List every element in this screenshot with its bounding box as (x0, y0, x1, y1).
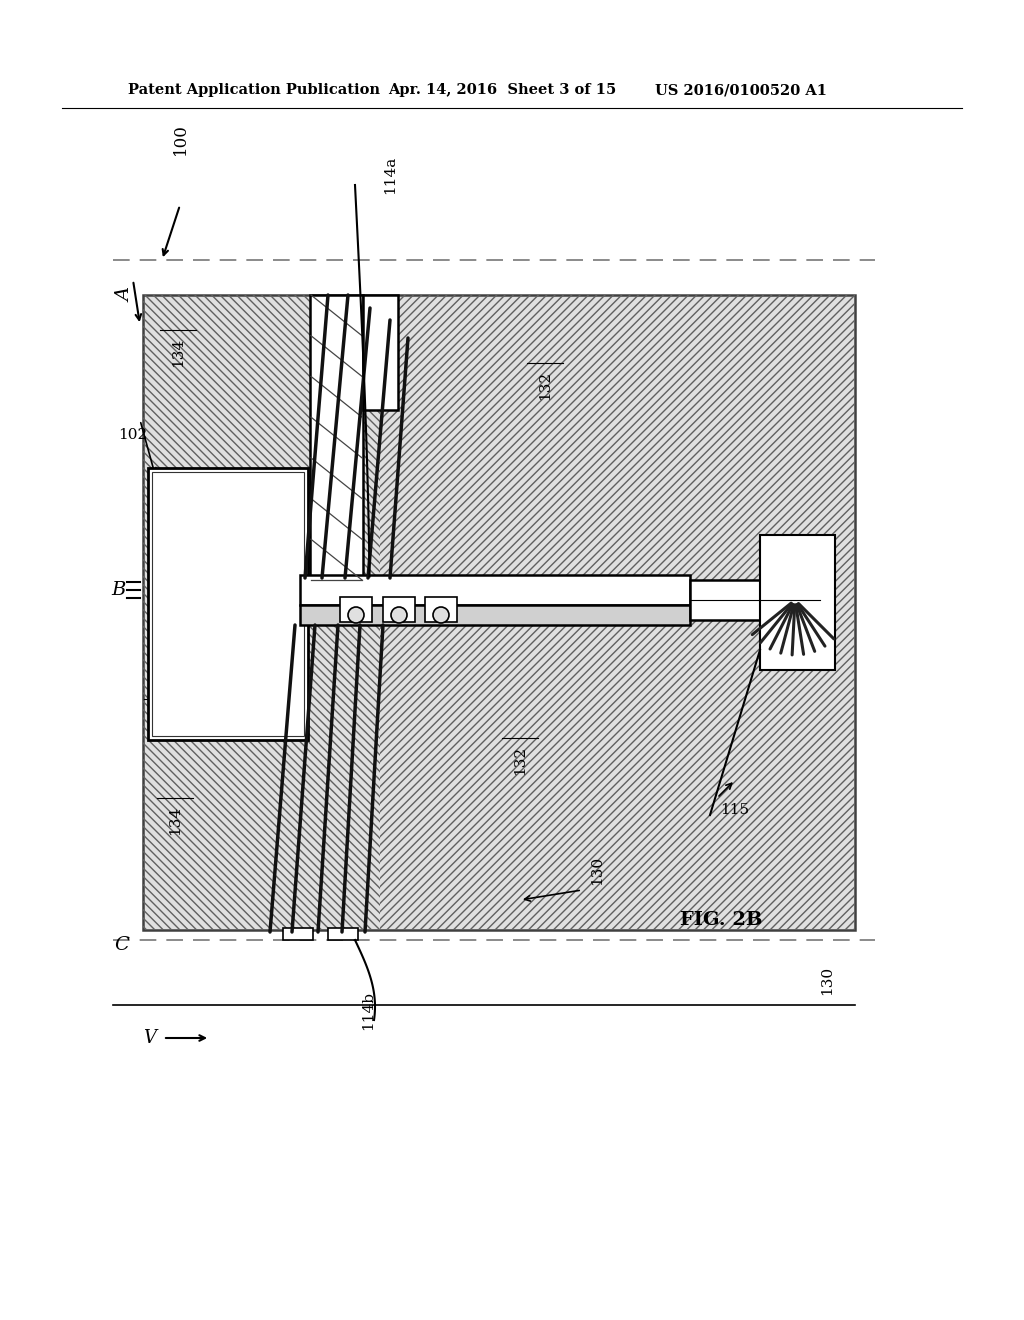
Bar (340, 597, 372, 622)
Bar (283, 928, 313, 940)
Text: 114a: 114a (383, 156, 397, 194)
Text: C: C (115, 936, 129, 954)
Text: 102: 102 (118, 428, 147, 442)
Text: 114b: 114b (361, 990, 375, 1030)
Bar (760, 535, 835, 671)
Bar (328, 928, 358, 940)
Bar (152, 473, 304, 737)
Text: 134: 134 (171, 338, 185, 367)
Circle shape (348, 607, 364, 623)
Bar (143, 294, 380, 931)
Text: B: B (111, 581, 125, 599)
Circle shape (433, 607, 449, 623)
Text: V: V (143, 1030, 156, 1047)
Text: 103a: 103a (165, 484, 203, 499)
Bar (380, 294, 855, 931)
Bar (148, 469, 308, 741)
Text: 132: 132 (513, 746, 527, 775)
Bar (690, 579, 820, 620)
Text: A: A (116, 288, 134, 302)
Text: 120: 120 (148, 682, 177, 697)
Bar (383, 597, 415, 622)
Bar (143, 294, 855, 931)
Text: 130: 130 (590, 855, 604, 884)
Bar (362, 294, 398, 411)
Text: Patent Application Publication: Patent Application Publication (128, 83, 380, 96)
Text: 132: 132 (538, 371, 552, 400)
Text: 134: 134 (168, 805, 182, 834)
Bar (310, 294, 362, 579)
Bar (300, 576, 690, 605)
Text: US 2016/0100520 A1: US 2016/0100520 A1 (655, 83, 827, 96)
Bar (425, 597, 457, 622)
Bar (300, 605, 690, 624)
Text: 130: 130 (820, 965, 834, 994)
Circle shape (391, 607, 407, 623)
Text: FIG. 2B: FIG. 2B (680, 911, 763, 929)
Text: 115: 115 (720, 803, 750, 817)
Text: 100: 100 (171, 123, 188, 154)
Text: Apr. 14, 2016  Sheet 3 of 15: Apr. 14, 2016 Sheet 3 of 15 (388, 83, 616, 96)
